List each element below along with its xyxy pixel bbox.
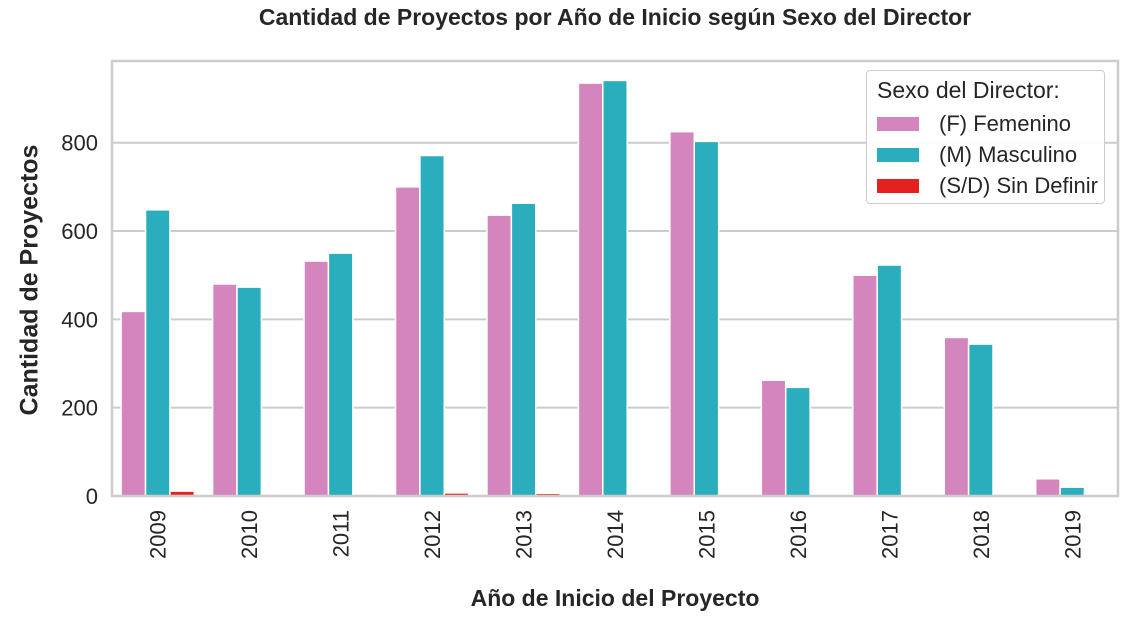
bar xyxy=(693,140,720,497)
bar xyxy=(602,79,628,497)
bar xyxy=(144,209,171,497)
bar xyxy=(394,186,421,497)
x-axis-label: Año de Inicio del Proyecto xyxy=(470,585,760,611)
bar xyxy=(211,283,238,497)
bar xyxy=(120,310,147,497)
plot-frame xyxy=(110,59,1120,498)
bar xyxy=(669,130,696,497)
x-tick-label: 2015 xyxy=(694,510,719,559)
bar xyxy=(236,286,263,497)
y-axis-label: Cantidad de Proyectos xyxy=(15,144,44,416)
bar xyxy=(943,336,970,497)
x-tick-label: 2011 xyxy=(329,510,354,557)
bar xyxy=(1034,478,1061,497)
legend-item-femenino: (F) Femenino xyxy=(877,111,1071,137)
legend: Sexo del Director: (F) Femenino (M) Masc… xyxy=(866,70,1105,204)
y-tick-label: 400 xyxy=(61,307,98,332)
x-tick-label: 2018 xyxy=(969,510,994,559)
bar xyxy=(577,82,604,497)
x-tick-label: 2013 xyxy=(512,510,537,559)
y-tick-labels: 0 200 400 600 800 xyxy=(61,131,98,509)
legend-label-masculino: (M) Masculino xyxy=(939,142,1078,167)
bar xyxy=(510,202,537,497)
bar xyxy=(852,274,878,497)
legend-swatch-masculino xyxy=(877,148,919,162)
legend-label-femenino: (F) Femenino xyxy=(939,111,1072,136)
bar xyxy=(327,252,354,497)
bar xyxy=(967,343,994,497)
x-tick-label: 2016 xyxy=(786,510,811,559)
x-tick-labels: 2009 2010 2011 2012 2013 2014 2015 2016 2017 2018… xyxy=(146,510,1086,559)
legend-label-sin-definir: (S/D) Sin Definir xyxy=(939,173,1098,198)
legend-swatch-femenino xyxy=(877,117,919,131)
bars xyxy=(120,79,1110,497)
legend-title: Sexo del Director: xyxy=(877,77,1060,103)
bar xyxy=(486,214,513,497)
bar xyxy=(1059,486,1086,497)
bar xyxy=(303,260,330,497)
bar xyxy=(760,379,787,497)
x-tick-label: 2009 xyxy=(146,510,171,559)
bar xyxy=(419,154,446,497)
bar xyxy=(784,386,811,497)
y-tick-label: 0 xyxy=(86,484,98,509)
y-tick-label: 600 xyxy=(61,219,98,244)
chart-title: Cantidad de Proyectos por Año de Inicio … xyxy=(258,4,972,30)
x-tick-label: 2017 xyxy=(877,510,902,559)
y-tick-label: 200 xyxy=(61,396,98,421)
legend-swatch-sin-definir xyxy=(877,179,919,193)
bar xyxy=(876,264,903,497)
y-tick-label: 800 xyxy=(61,131,98,156)
x-tick-label: 2010 xyxy=(237,510,262,559)
x-tick-label: 2012 xyxy=(420,510,445,559)
legend-item-masculino: (M) Masculino xyxy=(877,142,1077,168)
x-tick-label: 2014 xyxy=(603,510,628,559)
x-tick-label: 2019 xyxy=(1060,510,1085,559)
legend-item-sin-definir: (S/D) Sin Definir xyxy=(877,173,1098,199)
